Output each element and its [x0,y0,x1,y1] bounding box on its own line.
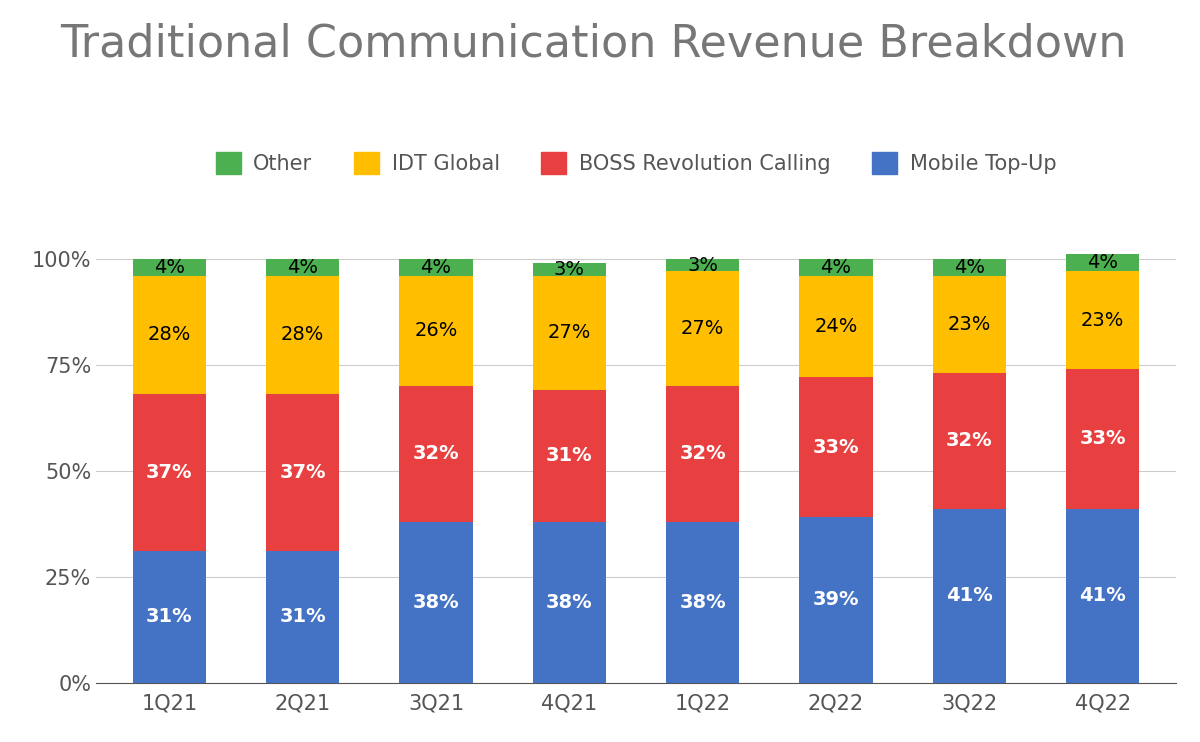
Bar [932,275,1006,373]
Text: 31%: 31% [546,446,593,465]
Bar [666,522,739,683]
Text: 38%: 38% [679,593,726,611]
Bar [799,259,872,275]
Text: 38%: 38% [546,593,593,611]
Text: 4%: 4% [954,257,985,277]
Bar [533,263,606,275]
Bar [133,259,206,275]
Bar [932,373,1006,509]
Text: 37%: 37% [146,463,192,482]
Bar [799,275,872,378]
Text: 23%: 23% [948,315,991,334]
Text: 31%: 31% [146,608,193,626]
Text: 28%: 28% [281,326,324,344]
Bar [400,522,473,683]
Text: 41%: 41% [946,586,992,605]
Bar [266,551,340,683]
Bar [266,275,340,394]
Text: 23%: 23% [1081,311,1124,329]
Text: 3%: 3% [554,260,584,279]
Text: 3%: 3% [688,255,718,275]
Text: 4%: 4% [1087,253,1118,272]
Bar [666,386,739,522]
Bar [799,378,872,517]
Text: 33%: 33% [812,438,859,457]
Text: 27%: 27% [680,319,725,338]
Bar [533,275,606,390]
Text: 24%: 24% [815,317,858,336]
Bar [932,509,1006,683]
Text: 4%: 4% [287,257,318,277]
Text: 4%: 4% [154,257,185,277]
Bar [266,394,340,551]
Text: 32%: 32% [946,431,992,450]
Text: 33%: 33% [1080,430,1126,448]
Bar [266,259,340,275]
Legend: Other, IDT Global, BOSS Revolution Calling, Mobile Top-Up: Other, IDT Global, BOSS Revolution Calli… [208,144,1064,183]
Bar [1066,272,1139,369]
Text: 31%: 31% [280,608,326,626]
Text: 32%: 32% [679,444,726,463]
Text: Traditional Communication Revenue Breakdown: Traditional Communication Revenue Breakd… [60,22,1127,65]
Text: 27%: 27% [547,324,592,342]
Bar [932,259,1006,275]
Text: 39%: 39% [812,591,859,609]
Text: 32%: 32% [413,444,460,463]
Bar [666,259,739,272]
Bar [133,275,206,394]
Text: 4%: 4% [821,257,852,277]
Bar [1066,509,1139,683]
Bar [799,517,872,683]
Bar [1066,369,1139,509]
Text: 26%: 26% [414,321,457,341]
Bar [666,272,739,386]
Text: 4%: 4% [420,257,451,277]
Bar [400,275,473,386]
Text: 41%: 41% [1079,586,1126,605]
Bar [133,551,206,683]
Text: 37%: 37% [280,463,326,482]
Bar [533,522,606,683]
Text: 28%: 28% [148,326,191,344]
Bar [533,390,606,522]
Bar [400,386,473,522]
Bar [400,259,473,275]
Bar [133,394,206,551]
Text: 38%: 38% [413,593,460,611]
Bar [1066,255,1139,272]
